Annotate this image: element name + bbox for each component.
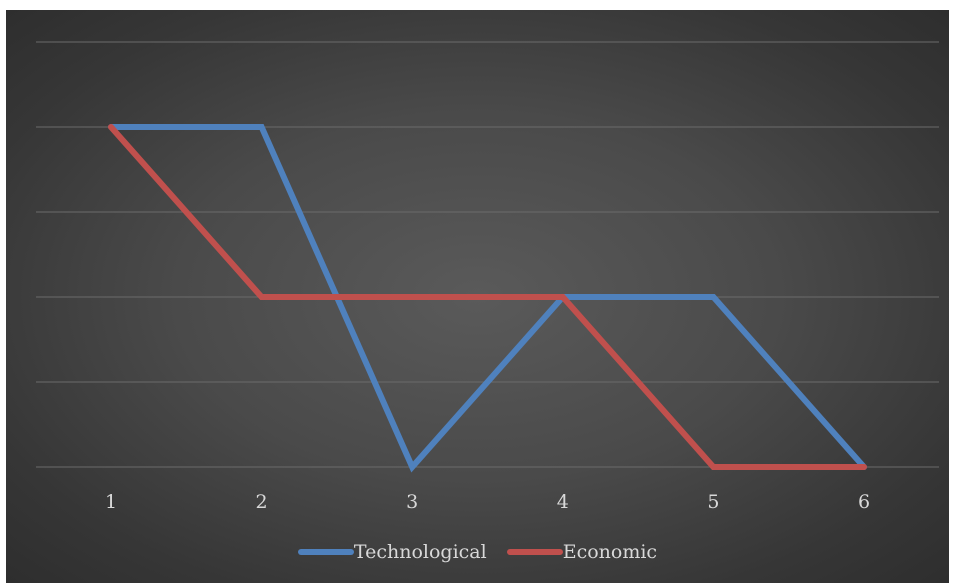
x-tick-label: 3 bbox=[406, 491, 418, 513]
legend-swatch-technological bbox=[297, 549, 354, 555]
series-line-economic bbox=[108, 124, 867, 470]
x-tick-label: 2 bbox=[256, 491, 268, 513]
series-line-technological bbox=[108, 124, 867, 473]
series-lines bbox=[108, 124, 867, 473]
legend: Technological Economic bbox=[6, 537, 949, 567]
legend-label-economic: Economic bbox=[562, 541, 658, 563]
x-tick-label: 4 bbox=[557, 491, 569, 513]
x-tick-label: 1 bbox=[105, 491, 117, 513]
legend-label-technological: Technological bbox=[353, 541, 487, 563]
x-tick-label: 6 bbox=[858, 491, 870, 513]
line-chart: 1 2 3 4 5 6 bbox=[36, 41, 939, 513]
x-tick-label: 5 bbox=[707, 491, 719, 513]
chart-area: 1 2 3 4 5 6 Technological Economic bbox=[6, 10, 949, 583]
legend-item-technological: Technological bbox=[297, 541, 487, 563]
x-axis-ticks: 1 2 3 4 5 6 bbox=[105, 491, 870, 513]
legend-item-economic: Economic bbox=[506, 541, 658, 563]
legend-swatch-economic bbox=[506, 549, 563, 555]
